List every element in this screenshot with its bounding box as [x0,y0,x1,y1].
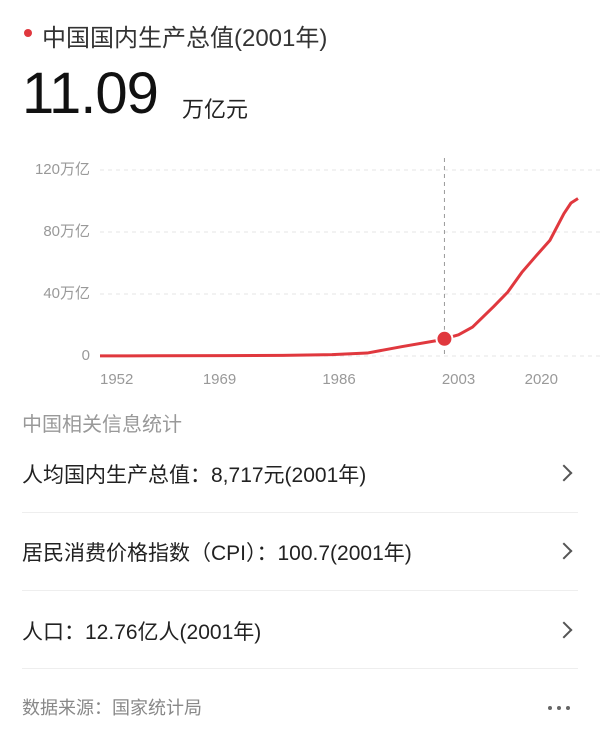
title: 中国国内生产总值(2001年) [42,25,328,52]
info-item[interactable]: 人口：12.76亿人(2001年) [22,621,262,644]
more-dot[interactable] [566,706,570,710]
chart: 0 40万亿 80万亿 120万亿 1952 1969 1986 2003 2020 [35,158,600,388]
unit: 万亿元 [182,97,249,122]
x-tick-label: 1969 [203,371,236,388]
x-tick-label: 2003 [442,371,475,388]
separator [22,590,578,591]
y-tick-label: 40万亿 [43,285,90,302]
title-dot [24,29,32,37]
separator [22,668,578,669]
info-item[interactable]: 人均国内生产总值：8,717元(2001年) [22,464,367,487]
separator [22,512,578,513]
more-dot[interactable] [557,706,561,710]
chevron [555,464,573,482]
y-tick-label: 80万亿 [43,223,90,240]
more-dot[interactable] [548,706,552,710]
chevron [555,621,573,639]
line [99,197,579,358]
big-value: 11.09 [22,61,159,126]
info-item[interactable]: 居民消费价格指数（CPI）：100.7(2001年) [22,542,412,565]
x-tick-label: 1952 [100,371,133,388]
y-tick-label: 120万亿 [35,161,90,178]
y-tick-label: 0 [82,347,90,364]
x-tick-label: 2020 [525,371,558,388]
source: 数据来源：国家统计局 [22,698,202,718]
chevron [555,542,573,560]
highlight-point [435,329,454,348]
section-title: 中国相关信息统计 [22,414,182,436]
x-tick-label: 1986 [322,371,355,388]
